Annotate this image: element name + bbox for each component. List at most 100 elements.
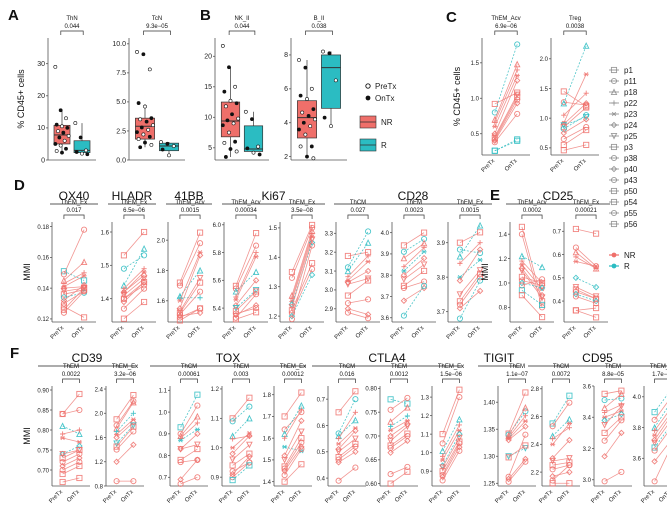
significance-bracket bbox=[604, 378, 622, 383]
data-point bbox=[257, 152, 262, 157]
data-point bbox=[227, 65, 231, 70]
pretx-point bbox=[602, 409, 608, 416]
pretx-point bbox=[229, 418, 236, 425]
paired-line bbox=[508, 420, 526, 440]
y-tick-label: 0.7 bbox=[553, 230, 562, 236]
y-tick-label: 1.8 bbox=[263, 393, 272, 399]
patient-legend-label: p55 bbox=[624, 209, 638, 218]
y-tick-label: 3.3 bbox=[325, 232, 334, 238]
ontx-point bbox=[352, 396, 359, 403]
pretx-point bbox=[282, 444, 288, 450]
y-tick-label: 2.4 bbox=[531, 443, 540, 449]
x-tick-label: PreTx bbox=[278, 325, 294, 341]
ontx-point bbox=[194, 456, 201, 464]
ontx-point bbox=[582, 116, 590, 123]
panel-F-thcm: 0.4 0.5 0.6 0.7 ThCM 0.016 PreTx OnTx bbox=[317, 364, 366, 505]
paired-line bbox=[235, 271, 257, 292]
data-point bbox=[223, 155, 228, 159]
pretx-point bbox=[387, 396, 394, 403]
ontx-point bbox=[477, 229, 484, 236]
paired-line bbox=[604, 406, 622, 426]
y-tick-label: 1.3 bbox=[421, 395, 430, 401]
paired-line bbox=[403, 281, 425, 289]
pretx-point bbox=[440, 457, 446, 463]
pretx-point bbox=[120, 292, 128, 299]
panel-subtitle: ThCM bbox=[553, 364, 569, 370]
pretx-point bbox=[400, 276, 408, 284]
ontx-point bbox=[583, 104, 590, 111]
paired-line bbox=[552, 419, 570, 437]
paired-line bbox=[347, 308, 369, 315]
ontx-point bbox=[364, 275, 372, 283]
pretx-point bbox=[60, 309, 67, 316]
paired-line bbox=[403, 232, 425, 246]
ontx-point bbox=[352, 448, 359, 456]
paired-line bbox=[521, 226, 543, 302]
data-point bbox=[227, 130, 231, 135]
significance-bracket bbox=[338, 378, 356, 383]
ontx-point bbox=[81, 226, 88, 233]
legend-marker bbox=[610, 165, 618, 173]
p-value-label: 3.5e−08 bbox=[291, 208, 314, 214]
paired-line bbox=[180, 405, 198, 435]
paired-line bbox=[180, 459, 198, 480]
paired-line bbox=[459, 249, 481, 281]
ontx-point bbox=[566, 392, 573, 399]
ontx-point bbox=[352, 388, 359, 395]
ontx-point bbox=[196, 309, 204, 317]
ontx-point bbox=[420, 284, 428, 292]
pretx-point bbox=[387, 449, 394, 456]
pretx-point bbox=[518, 292, 525, 299]
y-tick-label: 3.2 bbox=[325, 250, 334, 256]
paired-line bbox=[63, 275, 85, 287]
paired-line bbox=[459, 273, 481, 302]
pretx-point bbox=[456, 277, 464, 284]
paired-line bbox=[235, 293, 257, 319]
panel-letter-b: B bbox=[200, 7, 211, 24]
ontx-point bbox=[477, 257, 483, 263]
ontx-point bbox=[81, 288, 88, 295]
y-tick-label: 2.0 bbox=[95, 412, 104, 418]
y-tick-label: 0.80 bbox=[37, 428, 49, 434]
paired-line bbox=[347, 242, 369, 272]
paired-line bbox=[291, 236, 313, 302]
y-tick-label: 5.8 bbox=[213, 251, 222, 257]
paired-line bbox=[180, 422, 198, 439]
ontx-point bbox=[522, 404, 529, 411]
y-tick-label: 1.0 bbox=[159, 410, 168, 416]
ontx-point bbox=[477, 274, 484, 281]
pretx-point bbox=[572, 307, 579, 314]
ontx-point bbox=[298, 417, 305, 425]
pretx-point bbox=[230, 436, 236, 442]
ontx-point bbox=[364, 267, 372, 275]
ontx-point bbox=[253, 242, 260, 249]
pretx-point bbox=[401, 268, 407, 274]
patient-legend-label: p23 bbox=[624, 110, 638, 119]
y-tick-label: 0.5 bbox=[317, 450, 326, 456]
data-point bbox=[144, 119, 149, 124]
pretx-point bbox=[176, 317, 183, 324]
legend-box-plots: PreTx OnTx NR R bbox=[359, 82, 396, 152]
data-point bbox=[305, 97, 309, 101]
y-tick-label: 1.1 bbox=[421, 432, 430, 438]
ontx-point bbox=[456, 394, 463, 401]
data-point bbox=[53, 64, 58, 69]
paired-line bbox=[116, 394, 134, 420]
ontx-legend-symbol bbox=[365, 95, 371, 101]
pretx-point bbox=[518, 273, 525, 280]
y-tick-label: 3.9 bbox=[381, 252, 390, 258]
ontx-point bbox=[593, 230, 600, 237]
paired-line bbox=[521, 268, 543, 296]
pretx-point bbox=[59, 422, 66, 430]
y-tick-label: 3.8 bbox=[437, 275, 446, 281]
data-point bbox=[58, 143, 63, 148]
pretx-point bbox=[560, 125, 567, 132]
ontx-point bbox=[309, 242, 316, 249]
paired-line bbox=[291, 230, 313, 296]
pretx-point bbox=[344, 252, 351, 260]
x-tick-label: OnTx bbox=[66, 489, 81, 504]
paired-line bbox=[442, 396, 460, 444]
x-tick-label: PreTx bbox=[446, 325, 462, 341]
pretx-point bbox=[59, 470, 66, 478]
pretx-point bbox=[387, 471, 394, 478]
